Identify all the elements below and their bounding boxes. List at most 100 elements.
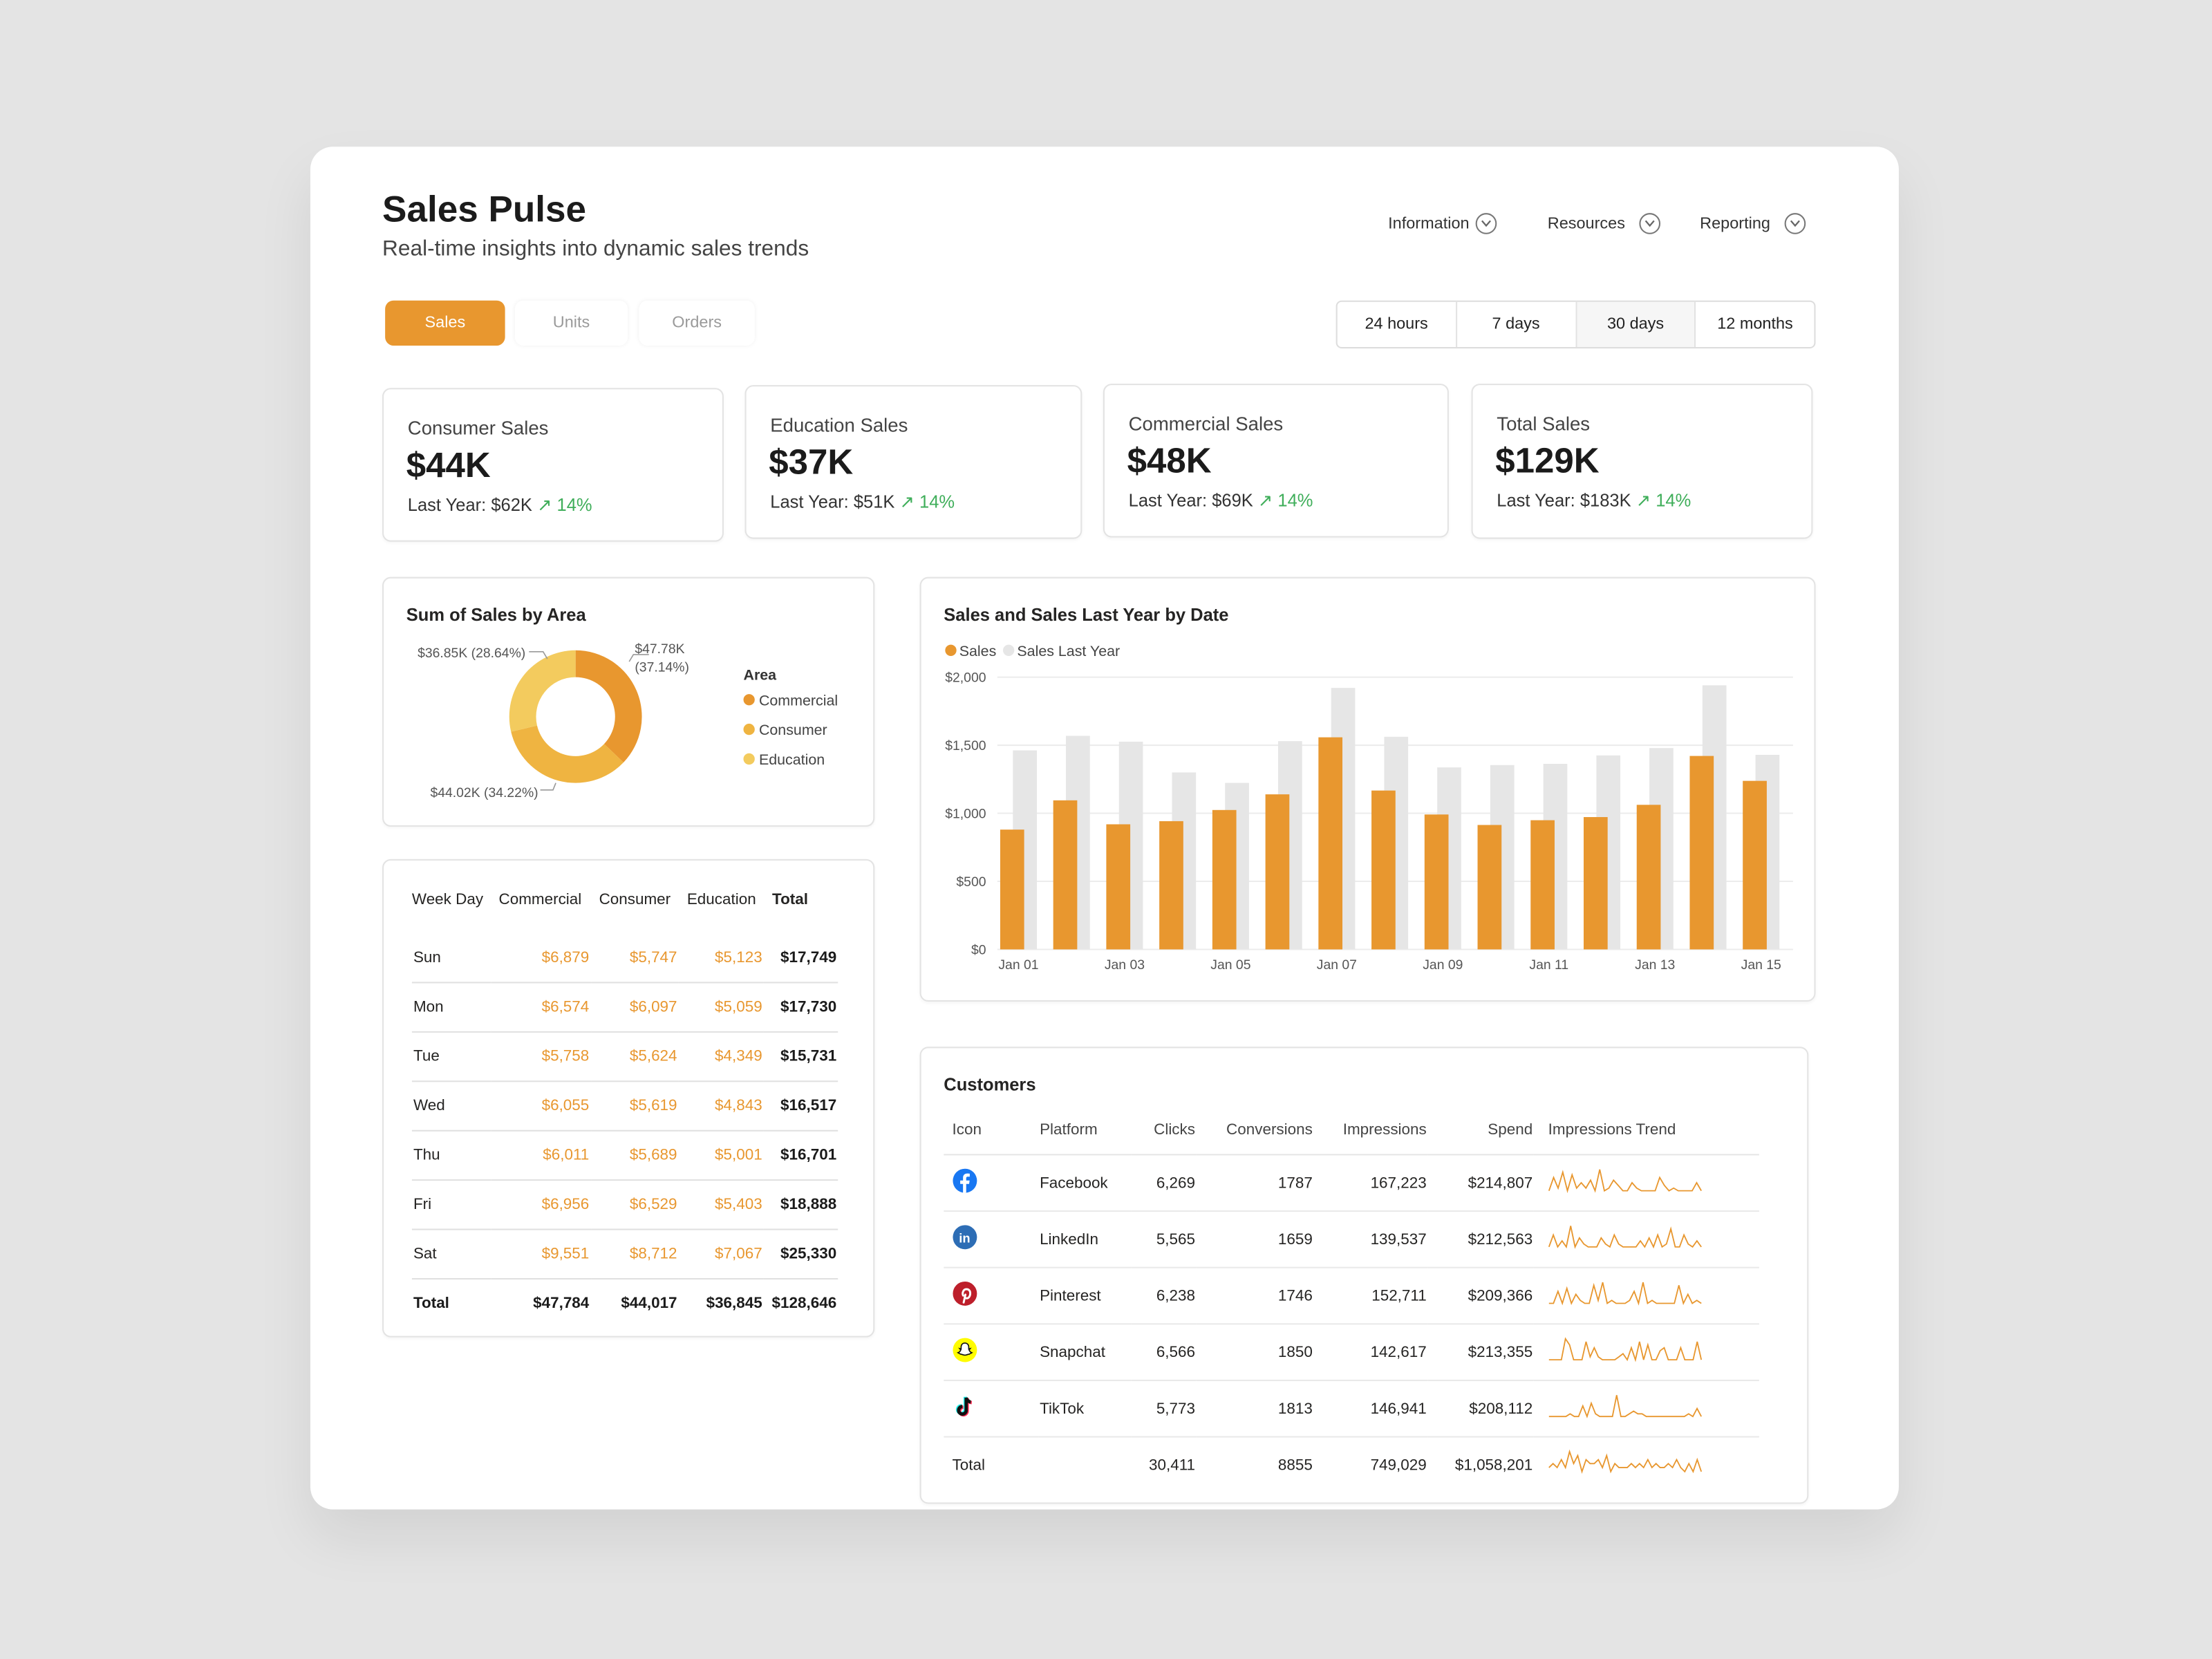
tab-sales[interactable]: Sales xyxy=(385,300,505,346)
weekday-sales-table: Week Day Commercial Consumer Education Total… xyxy=(411,891,838,1328)
time-range-selector: 24 hours 7 days 30 days 12 months xyxy=(1335,300,1816,349)
nav-information[interactable]: Information xyxy=(1388,213,1497,234)
kpi-last-year: Last Year: $69K ↗ 14% xyxy=(1129,489,1313,511)
x-tick-label: Jan 09 xyxy=(1423,957,1463,973)
total-cell: Total xyxy=(411,1277,491,1328)
bar-sales[interactable] xyxy=(1689,756,1714,950)
week-day-cell: Sun xyxy=(413,949,441,966)
chevron-down-icon xyxy=(1474,213,1497,234)
range-12-months[interactable]: 12 months xyxy=(1717,316,1793,333)
legend-marker-consumer xyxy=(743,723,755,735)
platform-cell: Pinterest xyxy=(1038,1267,1132,1325)
clicks-cell: 6,238 xyxy=(1132,1267,1197,1325)
tab-units[interactable]: Units xyxy=(514,300,628,346)
trend-cell xyxy=(1534,1324,1759,1381)
table-row: Sat $9,551 $8,712 $7,067 $25,330 xyxy=(411,1228,838,1279)
value-cell: $15,731 xyxy=(763,1031,838,1082)
x-tick-label: Jan 07 xyxy=(1317,957,1357,973)
legend-sales: Sales xyxy=(959,643,997,659)
total-label: Total xyxy=(952,1456,985,1474)
trend-cell xyxy=(1534,1437,1759,1493)
bar-sales[interactable] xyxy=(1318,737,1343,950)
bar-sales[interactable] xyxy=(1636,805,1661,950)
range-7-days[interactable]: 7 days xyxy=(1457,301,1577,348)
page-subtitle: Real-time insights into dynamic sales tr… xyxy=(382,236,809,261)
range-24-hours[interactable]: 24 hours xyxy=(1338,301,1457,348)
bar-sales[interactable] xyxy=(1106,824,1131,950)
spend-cell: $1,058,201 xyxy=(1454,1456,1533,1474)
donut-slice-commercial[interactable] xyxy=(575,650,642,762)
total-row: Total 30,411 8855 749,029 $1,058,201 xyxy=(944,1437,1759,1493)
donut-slice-consumer[interactable] xyxy=(511,725,624,783)
value-cell: $16,701 xyxy=(763,1130,838,1181)
bar-sales[interactable] xyxy=(1053,800,1078,950)
kpi-label: Consumer Sales xyxy=(407,418,549,439)
x-tick-label: Jan 13 xyxy=(1635,957,1675,973)
sparkline-path xyxy=(1548,1226,1703,1249)
column-header: Conversions xyxy=(1197,1113,1314,1156)
bar-sales[interactable] xyxy=(1584,817,1608,950)
weekday-sales-card: Week Day Commercial Consumer Education Total… xyxy=(382,859,875,1338)
table-row: in LinkedIn 5,565 1659 139,537 $212,563 xyxy=(944,1211,1759,1268)
total-cell: $128,646 xyxy=(763,1277,838,1328)
impressions-sparkline xyxy=(1549,1449,1703,1474)
column-header: Spend xyxy=(1427,1113,1535,1156)
legend-marker-education xyxy=(743,753,755,765)
legend-education: Education xyxy=(759,751,825,768)
bar-sales[interactable] xyxy=(1000,830,1024,950)
range-30-days[interactable]: 30 days xyxy=(1576,301,1696,348)
column-header: Education xyxy=(686,891,756,909)
icon-cell: in xyxy=(944,1211,1039,1268)
impressions-sparkline xyxy=(1548,1226,1703,1249)
donut-slice-education[interactable] xyxy=(509,650,576,732)
customers-title: Customers xyxy=(944,1075,1036,1095)
tab-orders[interactable]: Orders xyxy=(639,300,755,346)
week-day-cell: Fri xyxy=(411,1179,491,1230)
nav-reporting[interactable]: Reporting xyxy=(1700,213,1806,234)
trend-cell xyxy=(1534,1211,1759,1268)
conversions-cell: 1746 xyxy=(1197,1267,1314,1325)
table-row: Facebook 6,269 1787 167,223 $214,807 xyxy=(944,1154,1759,1212)
icon-cell: Total xyxy=(944,1437,1038,1493)
kpi-last-year-value: Last Year: $183K xyxy=(1497,491,1631,511)
sparkline-path xyxy=(1549,1395,1703,1418)
sales-by-date-card: Sales and Sales Last Year by Date Sales … xyxy=(919,577,1816,1002)
page-title: Sales Pulse xyxy=(382,187,587,230)
slice-label-consumer: $44.02K (34.22%) xyxy=(430,785,538,800)
icon-cell xyxy=(944,1324,1039,1381)
bar-sales[interactable] xyxy=(1371,790,1396,950)
bar-sales[interactable] xyxy=(1530,820,1555,950)
column-header: Consumer xyxy=(599,891,671,909)
week-day-cell: Sat xyxy=(411,1228,491,1279)
spend-cell: $208,112 xyxy=(1427,1380,1535,1438)
value-cell: $18,888 xyxy=(763,1179,838,1230)
value-cell: $6,574 xyxy=(490,982,591,1032)
x-tick-label: Jan 15 xyxy=(1741,957,1781,973)
table-row: Thu $6,011 $5,689 $5,001 $16,701 xyxy=(411,1130,838,1181)
svg-text:in: in xyxy=(959,1231,970,1246)
value-cell: $6,055 xyxy=(490,1080,591,1131)
bar-sales[interactable] xyxy=(1212,809,1237,950)
sales-by-area-card: Sum of Sales by Area $36.85K (28.64%) $4… xyxy=(382,577,875,827)
kpi-card-education: Education Sales $37K Last Year: $51K ↗ 1… xyxy=(744,385,1082,539)
conversions-cell: 8855 xyxy=(1277,1456,1313,1474)
platform-cell xyxy=(1038,1437,1132,1493)
trend-cell xyxy=(1534,1154,1759,1212)
kpi-label: Education Sales xyxy=(770,414,908,436)
impressions-cell: 749,029 xyxy=(1370,1456,1427,1474)
bar-sales[interactable] xyxy=(1265,794,1290,950)
nav-resources[interactable]: Resources xyxy=(1548,213,1660,234)
icon-cell xyxy=(944,1380,1039,1438)
value-cell: $5,123 xyxy=(715,949,762,966)
kpi-label: Total Sales xyxy=(1497,413,1591,435)
bar-sales[interactable] xyxy=(1743,780,1767,950)
kpi-value: $48K xyxy=(1127,441,1212,481)
bar-sales[interactable] xyxy=(1424,814,1449,950)
conversions-cell: 1850 xyxy=(1197,1324,1314,1381)
slice-label-commercial-pct: (37.14%) xyxy=(635,659,689,675)
value-cell: $5,689 xyxy=(590,1130,679,1181)
bar-sales[interactable] xyxy=(1159,821,1183,950)
bar-sales[interactable] xyxy=(1477,825,1502,950)
impressions-sparkline xyxy=(1549,1395,1703,1418)
value-cell: $5,747 xyxy=(629,949,677,966)
